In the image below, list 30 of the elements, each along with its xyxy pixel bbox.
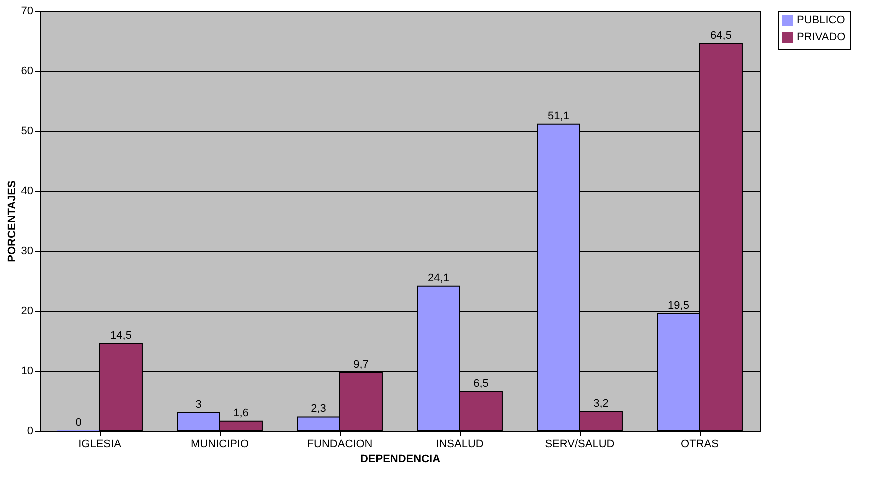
legend-label: PRIVADO — [797, 32, 846, 44]
y-tick-label: 60 — [21, 66, 34, 78]
legend-label: PUBLICO — [797, 14, 846, 26]
data-label: 14,5 — [110, 330, 132, 342]
y-tick-label: 30 — [21, 246, 34, 258]
data-label: 51,1 — [548, 110, 570, 122]
y-tick-label: 70 — [21, 6, 34, 18]
y-tick-label: 0 — [27, 426, 34, 438]
x-tick-label: FUNDACION — [307, 438, 373, 450]
data-label: 3 — [196, 399, 202, 411]
data-label: 24,1 — [428, 272, 450, 284]
x-axis-title: DEPENDENCIA — [360, 454, 441, 466]
data-label: 2,3 — [311, 403, 326, 416]
data-label: 19,5 — [668, 300, 690, 312]
x-tick-label: OTRAS — [681, 438, 719, 450]
y-tick-label: 10 — [21, 366, 34, 378]
x-tick-label: MUNICIPIO — [190, 438, 250, 450]
data-label: 64,5 — [710, 30, 732, 42]
y-axis-title: PORCENTAJES — [6, 180, 18, 262]
data-label: 9,7 — [354, 358, 369, 371]
y-tick-label: 50 — [21, 126, 34, 138]
y-tick-label: 20 — [21, 306, 34, 318]
data-label: 3,2 — [594, 398, 609, 410]
x-tick-label: INSALUD — [436, 438, 484, 450]
y-tick-label: 40 — [21, 186, 34, 198]
data-label: 0 — [76, 417, 82, 429]
x-tick-label: SERV/SALUD — [545, 438, 615, 450]
x-tick-label: IGLESIA — [78, 438, 122, 450]
data-label: 6,5 — [474, 378, 489, 390]
data-label: 1,6 — [234, 407, 249, 420]
